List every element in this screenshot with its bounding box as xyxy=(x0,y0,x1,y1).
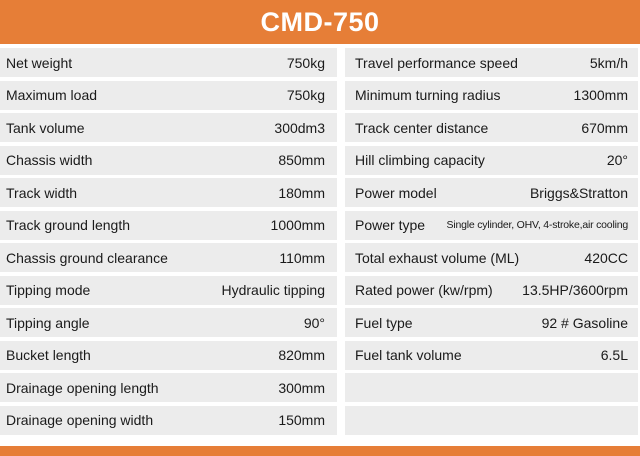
spec-label: Track center distance xyxy=(355,119,489,136)
spec-value: 750kg xyxy=(286,87,325,103)
spec-row-net-weight: Net weight 750kg xyxy=(0,48,337,77)
spec-value: 5km/h xyxy=(589,54,628,71)
spec-row-tank-volume: Tank volume 300dm3 xyxy=(0,113,337,142)
spec-label: Maximum load xyxy=(6,87,98,103)
spec-row-fuel-tank-volume: Fuel tank volume 6.5L xyxy=(345,340,638,370)
spec-row-travel-performance-speed: Travel performance speed 5km/h xyxy=(345,48,638,77)
spec-row-empty xyxy=(345,373,638,402)
spec-value: Single cylinder, OHV, 4-stroke,air cooli… xyxy=(446,219,629,231)
spec-row-total-exhaust-volume: Total exhaust volume (ML) 420CC xyxy=(345,243,638,272)
spec-value: Hydraulic tipping xyxy=(221,282,326,298)
spec-row-bucket-length: Bucket length 820mm xyxy=(0,340,337,370)
spec-row-tipping-angle: Tipping angle 90° xyxy=(0,308,337,337)
spec-label: Tipping mode xyxy=(6,282,91,298)
spec-row-power-type: Power type Single cylinder, OHV, 4-stroke… xyxy=(345,210,638,240)
spec-label: Hill climbing capacity xyxy=(355,152,485,168)
spec-value: 420CC xyxy=(584,249,628,266)
spec-row-power-model: Power model Briggs&Stratton xyxy=(345,178,638,207)
spec-row-drainage-opening-width: Drainage opening width 150mm xyxy=(0,405,337,435)
spec-value: 6.5L xyxy=(600,347,628,363)
spec-value: 300dm3 xyxy=(274,119,325,136)
spec-row-minimum-turning-radius: Minimum turning radius 1300mm xyxy=(345,80,638,110)
spec-value: 300mm xyxy=(278,379,325,396)
spec-row-fuel-type: Fuel type 92 # Gasoline xyxy=(345,308,638,337)
spec-label: Track width xyxy=(6,184,78,201)
spec-row-track-width: Track width 180mm xyxy=(0,178,337,207)
spec-label: Power model xyxy=(355,184,437,201)
spec-row-track-ground-length: Track ground length 1000mm xyxy=(0,210,337,240)
spec-value: 820mm xyxy=(278,347,325,363)
spec-value: 670mm xyxy=(581,119,628,136)
spec-label: Track ground length xyxy=(6,217,130,233)
spec-label: Bucket length xyxy=(6,347,91,363)
spec-row-track-center-distance: Track center distance 670mm xyxy=(345,113,638,142)
spec-label: Tipping angle xyxy=(6,314,90,331)
page-title: CMD-750 xyxy=(260,6,380,37)
spec-label: Fuel type xyxy=(355,314,413,331)
spec-label: Chassis width xyxy=(6,152,93,168)
spec-label: Power type xyxy=(355,217,426,233)
spec-value: 1300mm xyxy=(573,87,628,103)
title-bar: CMD-750 xyxy=(0,0,640,44)
spec-row-chassis-ground-clearance: Chassis ground clearance 110mm xyxy=(0,243,337,272)
spec-row-maximum-load: Maximum load 750kg xyxy=(0,80,337,110)
spec-label: Chassis ground clearance xyxy=(6,249,168,266)
spec-label: Net weight xyxy=(6,54,73,71)
spec-row-tipping-mode: Tipping mode Hydraulic tipping xyxy=(0,275,337,305)
spec-label: Minimum turning radius xyxy=(355,87,501,103)
right-spec-column: Travel performance speed 5km/h Minimum tu… xyxy=(345,48,638,435)
spec-label: Rated power (kw/rpm) xyxy=(355,282,493,298)
spec-row-chassis-width: Chassis width 850mm xyxy=(0,145,337,175)
spec-row-rated-power: Rated power (kw/rpm) 13.5HP/3600rpm xyxy=(345,275,638,305)
spec-value: 20° xyxy=(606,152,628,168)
spec-value: 110mm xyxy=(279,249,325,266)
spec-label: Tank volume xyxy=(6,119,85,136)
spec-row-drainage-opening-length: Drainage opening length 300mm xyxy=(0,373,337,402)
spec-row-empty xyxy=(345,405,638,435)
spec-value: 850mm xyxy=(278,152,325,168)
bottom-accent-bar xyxy=(0,446,640,456)
spec-value: 90° xyxy=(303,314,325,331)
spec-label: Drainage opening length xyxy=(6,379,159,396)
spec-value: 92 # Gasoline xyxy=(541,314,628,331)
spec-label: Fuel tank volume xyxy=(355,347,462,363)
spec-value: 750kg xyxy=(286,54,325,71)
spec-value: Briggs&Stratton xyxy=(529,184,628,201)
spec-label: Total exhaust volume (ML) xyxy=(355,249,520,266)
spec-row-hill-climbing-capacity: Hill climbing capacity 20° xyxy=(345,145,638,175)
spec-value: 13.5HP/3600rpm xyxy=(522,282,628,298)
spec-value: 1000mm xyxy=(270,217,325,233)
spec-label: Travel performance speed xyxy=(355,54,518,71)
spec-label: Drainage opening width xyxy=(6,412,154,428)
left-spec-column: Net weight 750kg Maximum load 750kg Tank v… xyxy=(0,48,337,435)
spec-value: 180mm xyxy=(278,184,325,201)
spec-value: 150mm xyxy=(278,412,325,428)
